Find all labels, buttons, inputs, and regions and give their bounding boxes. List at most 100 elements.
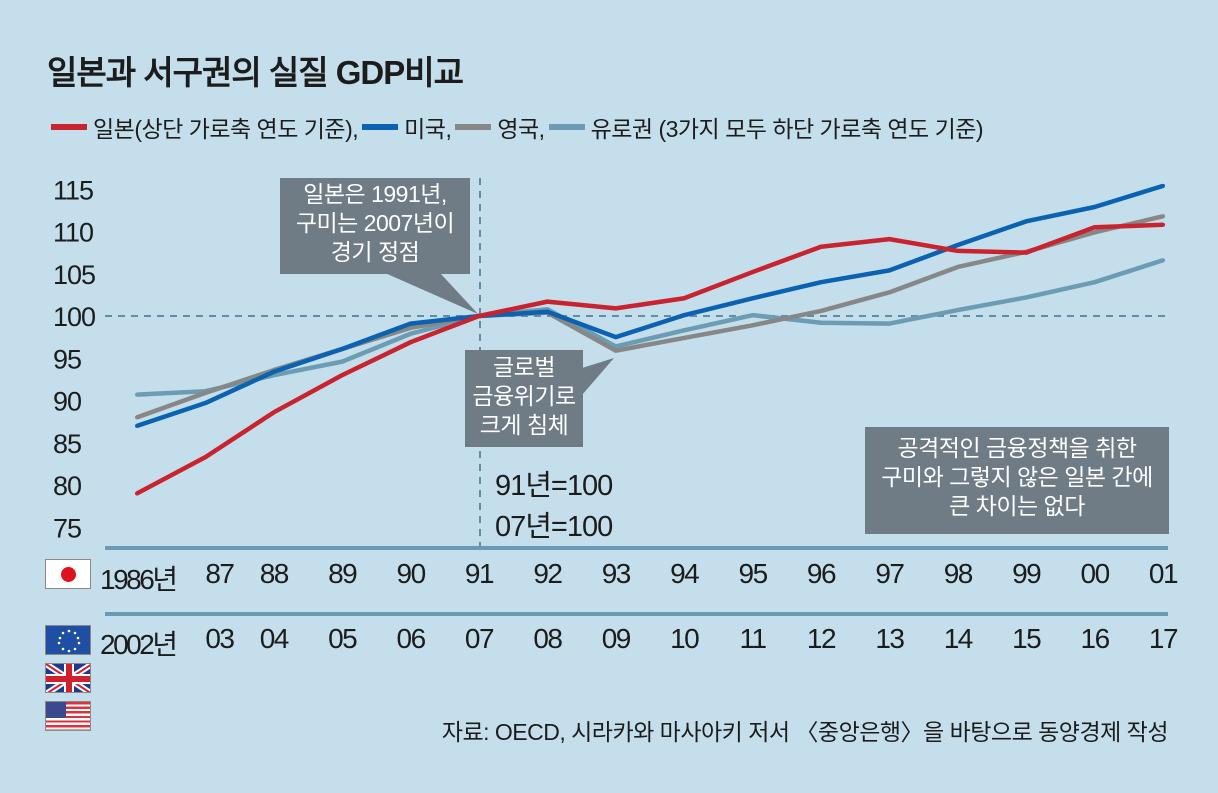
y-tick-label: 100 [53, 302, 95, 332]
data-point-us [682, 313, 687, 318]
data-point-japan [819, 244, 823, 249]
x-tick-label-japan: 91 [464, 558, 495, 589]
data-point-us [955, 243, 960, 248]
data-point-japan [340, 373, 345, 378]
data-point-eurozone [1024, 295, 1029, 300]
data-point-japan [408, 340, 413, 345]
x-tick-label-japan: 00 [1080, 558, 1111, 589]
x-tick-label-japan: 90 [396, 558, 427, 589]
uk-flag [45, 663, 91, 693]
y-tick-label: 105 [53, 260, 95, 290]
data-point-japan [1161, 222, 1165, 227]
data-point-eurozone [750, 313, 755, 318]
data-point-japan [135, 491, 139, 496]
annotation-peak-line: 구미는 2007년이 [295, 210, 455, 236]
data-point-japan [545, 299, 550, 304]
data-point-us [271, 369, 276, 374]
annotation-crisis-line: 금융위기로 [472, 383, 576, 409]
x-tick-label-japan: 93 [601, 558, 632, 589]
legend-swatch-us [362, 124, 399, 130]
x-tick-label-japan: 94 [670, 558, 700, 589]
x-tick-label-japan: 97 [875, 558, 905, 589]
y-tick-label: 115 [53, 175, 93, 205]
annotation-peak: 일본은 1991년, 구미는 2007년이 경기 정점 [280, 180, 470, 267]
data-point-eurozone [135, 392, 139, 397]
annotation-crisis-pointer [582, 358, 614, 395]
y-tick-label: 110 [53, 218, 93, 248]
annotation-crisis: 글로벌 금융위기로 크게 침체 [465, 353, 583, 440]
data-point-us [545, 309, 550, 314]
annotation-peak-box [280, 178, 470, 274]
data-point-eurozone [613, 344, 618, 349]
data-point-uk [750, 323, 755, 328]
us-flag [45, 701, 91, 731]
data-point-eurozone [819, 320, 823, 325]
data-point-uk [408, 325, 413, 330]
data-point-japan [750, 270, 755, 275]
x-tick-label-japan: 1986년 [100, 564, 178, 595]
annotation-peak-pointer [385, 273, 478, 314]
data-point-uk [1092, 230, 1097, 235]
data-point-eurozone [408, 331, 413, 336]
data-point-us [750, 296, 755, 301]
x-tick-label-west: 2002년 [100, 629, 178, 660]
data-point-japan [613, 306, 618, 311]
annotation-peak-line: 경기 정점 [330, 239, 420, 265]
legend: 일본(상단 가로축 연도 기준), 미국, 영국, 유로권 (3가지 모두 하단… [47, 110, 984, 144]
chart-title: 일본과 서구권의 실질 GDP비교 [47, 54, 464, 91]
legend-label-us: 미국, [404, 116, 452, 142]
series-line-japan [135, 222, 1164, 496]
data-point-eurozone [887, 321, 892, 326]
data-point-us [1092, 204, 1097, 209]
y-tick-label: 95 [53, 344, 81, 374]
x-tick-label-west: 14 [943, 623, 974, 654]
data-point-japan [271, 410, 276, 415]
data-point-us [1161, 183, 1165, 188]
data-point-uk [135, 415, 139, 420]
data-point-uk [1161, 214, 1165, 219]
eu-flag [45, 625, 91, 655]
legend-label-japan: 일본(상단 가로축 연도 기준), [93, 116, 359, 142]
annotation-crisis-line: 글로벌 [493, 354, 555, 380]
legend-swatch-eurozone [548, 124, 585, 130]
y-tick-label: 85 [53, 429, 81, 459]
data-point-japan [477, 314, 481, 318]
y-tick-label: 90 [53, 387, 81, 417]
data-point-eurozone [1161, 258, 1165, 263]
base-year-west: 07년=100 [495, 511, 613, 543]
data-point-eurozone [340, 359, 345, 364]
x-tick-label-japan: 01 [1148, 558, 1179, 589]
x-tick-label-west: 13 [875, 623, 905, 654]
data-point-eurozone [1092, 280, 1097, 285]
y-tick-label: 80 [53, 471, 81, 501]
x-tick-label-japan: 95 [738, 558, 769, 589]
data-point-japan [1092, 225, 1097, 230]
x-tick-label-west: 15 [1012, 623, 1042, 654]
x-tick-label-west: 03 [205, 623, 235, 654]
data-point-eurozone [682, 328, 687, 333]
x-tick-label-west: 06 [396, 623, 427, 654]
x-tick-label-japan: 87 [205, 558, 235, 589]
data-point-japan [203, 455, 208, 460]
data-point-us [340, 346, 345, 351]
annotation-peak-line: 일본은 1991년, [303, 181, 447, 207]
data-point-japan [1024, 250, 1029, 255]
legend-swatch-uk [455, 124, 492, 130]
data-point-us [203, 401, 208, 406]
y-tick-label: 75 [53, 513, 81, 543]
data-point-us [135, 423, 139, 428]
x-tick-label-japan: 88 [259, 558, 290, 589]
annotation-conclusion-line: 큰 차이는 없다 [949, 493, 1085, 519]
data-point-uk [682, 335, 687, 340]
annotation-conclusion-box [865, 427, 1169, 534]
x-tick-label-west: 07 [464, 623, 495, 654]
data-point-uk [613, 348, 618, 353]
source-note: 자료: OECD, 시라카와 마사아키 저서 〈중앙은행〉을 바탕으로 동양경제… [441, 719, 1169, 745]
x-tick-label-west: 10 [670, 623, 700, 654]
x-tick-label-west: 11 [739, 623, 768, 654]
x-tick-label-west: 04 [259, 623, 290, 654]
annotation-conclusion-line: 구미와 그렇지 않은 일본 간에 [881, 464, 1153, 490]
data-point-us [887, 268, 892, 273]
x-tick-label-japan: 89 [328, 558, 358, 589]
